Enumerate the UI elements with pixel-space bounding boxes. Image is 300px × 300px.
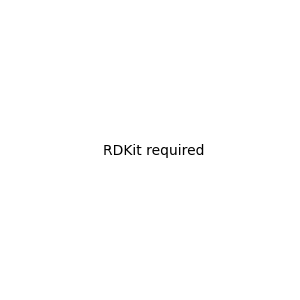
Text: RDKit required: RDKit required (103, 145, 205, 158)
